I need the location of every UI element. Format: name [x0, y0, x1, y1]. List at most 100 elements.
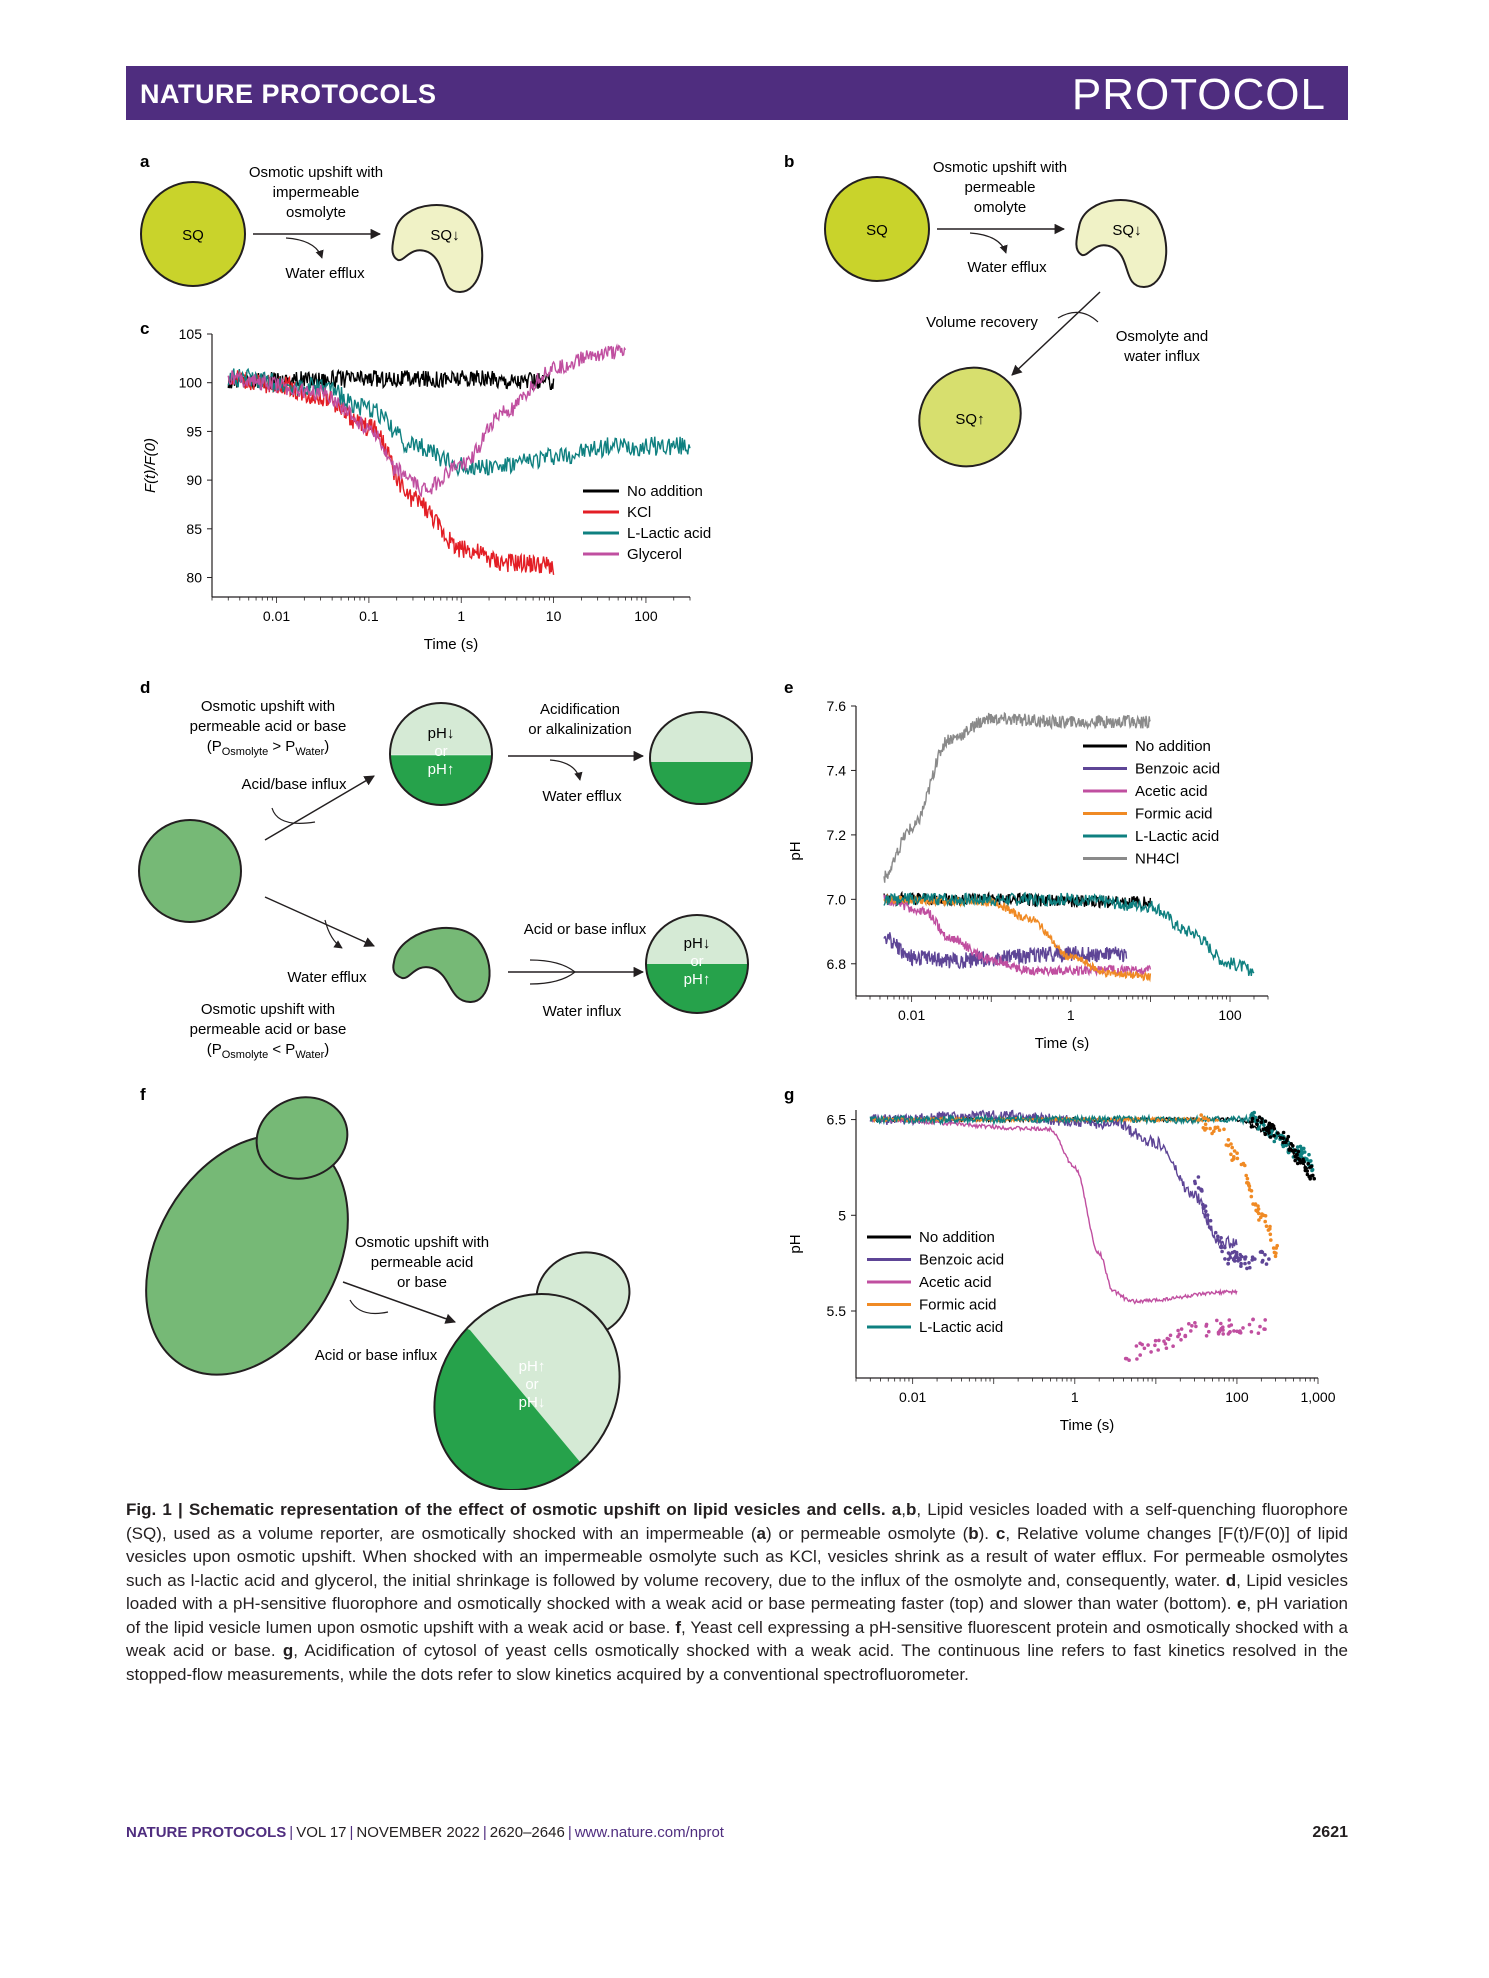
influx-label: Acid or base influx	[315, 1347, 438, 1364]
data-dot	[1264, 1262, 1269, 1266]
data-dot	[1275, 1243, 1279, 1248]
data-dot	[1270, 1129, 1274, 1134]
data-dot	[1259, 1120, 1264, 1125]
data-dot	[1263, 1327, 1267, 1331]
data-dot	[1272, 1126, 1277, 1131]
journal-header-bar: NATURE PROTOCOLS PROTOCOL	[126, 66, 1348, 120]
influx-merge	[529, 959, 576, 985]
data-dot	[1250, 1258, 1254, 1262]
x-tick-label: 100	[634, 608, 658, 624]
arrow-label-line-3: osmolyte	[286, 204, 346, 221]
chart-g: 0.01 1 100 1,000 5.5 5 6.5 Time (s) pH No additio…	[787, 1109, 1336, 1434]
panel-d: d Osmotic upshift with permeable acid or…	[138, 678, 753, 1061]
data-dot	[1176, 1328, 1180, 1333]
data-dot	[1229, 1142, 1233, 1146]
data-dot	[1232, 1259, 1237, 1263]
data-dot	[1235, 1151, 1239, 1155]
data-dot	[1256, 1204, 1260, 1208]
data-dot	[1190, 1324, 1194, 1328]
data-dot	[1135, 1357, 1139, 1361]
data-dot	[1234, 1250, 1239, 1255]
data-dot	[1257, 1115, 1262, 1119]
data-dot	[1238, 1257, 1242, 1262]
shrunken-vesicle-label: SQ↓	[430, 227, 459, 244]
recovered-vesicle-label: SQ↑	[955, 411, 984, 428]
data-dot	[1264, 1224, 1269, 1228]
data-dot	[1140, 1342, 1144, 1347]
chart-c: 0.01 0.1 1 10 100 80 85 90 95 100 105 Time (s) F(t)/…	[142, 326, 711, 653]
footer-url[interactable]: www.nature.com/nprot	[574, 1824, 724, 1841]
x-tick-label: 0.01	[263, 608, 290, 624]
data-dot	[1298, 1161, 1303, 1165]
legend-label: No addition	[919, 1229, 995, 1246]
arrow-label-line-2: impermeable	[273, 184, 360, 201]
data-dot	[1235, 1329, 1239, 1334]
bottom-label-line-3: (POsmolyte < PWater)	[207, 1041, 330, 1061]
top-label-line-1: Osmotic upshift with	[201, 698, 335, 715]
legend-label: L-Lactic acid	[1135, 828, 1219, 845]
data-dot	[1249, 1125, 1254, 1129]
data-dot	[1204, 1126, 1208, 1131]
series-line-l-lactic-acid	[883, 891, 1255, 976]
legend-label: Benzoic acid	[919, 1252, 1004, 1269]
upper-arrow	[264, 775, 375, 841]
data-dot	[1235, 1156, 1240, 1161]
data-dot	[1183, 1334, 1188, 1339]
data-dot	[1227, 1318, 1232, 1322]
data-dot	[1239, 1264, 1243, 1268]
data-dot	[1217, 1128, 1222, 1132]
data-dot	[1293, 1148, 1297, 1152]
data-dot	[1134, 1344, 1139, 1348]
data-dot	[1138, 1353, 1142, 1357]
influx-curve	[1057, 311, 1099, 323]
x-axis-label: Time (s)	[1060, 1417, 1114, 1434]
data-dot	[1300, 1151, 1304, 1156]
data-dot	[1267, 1257, 1271, 1261]
data-dot	[1201, 1116, 1206, 1120]
data-dot	[1222, 1127, 1226, 1132]
legend-label: L-Lactic acid	[919, 1319, 1003, 1336]
y-tick-label: 95	[186, 423, 202, 439]
series-line-l-lactic-acid	[869, 1113, 1311, 1164]
data-dot	[1213, 1125, 1218, 1130]
arrow-label-line-3: omolyte	[974, 199, 1027, 216]
data-dot	[1153, 1343, 1157, 1348]
y-tick-label: 80	[186, 570, 202, 586]
data-dot	[1142, 1346, 1147, 1351]
data-dot	[1213, 1230, 1218, 1235]
caption-f-text: , Yeast cell expressing a pH-sensitive f…	[126, 1617, 1348, 1661]
data-dot	[1259, 1215, 1263, 1220]
data-dot	[1196, 1186, 1201, 1190]
panel-a: a SQ Osmotic upshift with impermeable os…	[140, 152, 484, 294]
legend-label: NH4Cl	[1135, 851, 1179, 868]
efflux-arrow	[285, 237, 324, 259]
data-dot	[1224, 1143, 1229, 1147]
recovery-arrow	[1011, 291, 1101, 376]
data-dot	[1218, 1245, 1223, 1249]
legend-label: Formic acid	[919, 1297, 997, 1314]
data-dot	[1204, 1209, 1208, 1214]
panel-letter-g: g	[784, 1085, 794, 1104]
close-paren: )	[324, 738, 329, 755]
data-dot	[1179, 1327, 1184, 1331]
data-dot	[1196, 1118, 1201, 1122]
shrunken-vesicle	[391, 204, 484, 294]
caption-d-text: , Lipid vesicles loaded with a pH-sensit…	[126, 1570, 1348, 1614]
vesicle-sq-label: SQ	[182, 227, 204, 244]
data-dot	[1220, 1249, 1224, 1254]
influx-label-line-1: Osmolyte and	[1116, 328, 1209, 345]
recovered-vesicle	[918, 366, 1022, 468]
y-tick-label: 6.5	[827, 1112, 847, 1128]
shrunken-vesicle	[1075, 199, 1168, 289]
data-dot	[1287, 1147, 1292, 1151]
data-dot	[1276, 1131, 1280, 1135]
data-dot	[1256, 1331, 1261, 1335]
ph-down-label: pH↓	[684, 935, 711, 952]
y-tick-label: 100	[179, 375, 203, 391]
p-symbol-2: < P	[268, 1041, 295, 1058]
data-dot	[1230, 1145, 1234, 1150]
data-dot	[1203, 1122, 1208, 1127]
p-symbol: (P	[207, 1041, 222, 1058]
data-dot	[1250, 1255, 1255, 1259]
vesicle-sq-label: SQ	[866, 222, 888, 239]
